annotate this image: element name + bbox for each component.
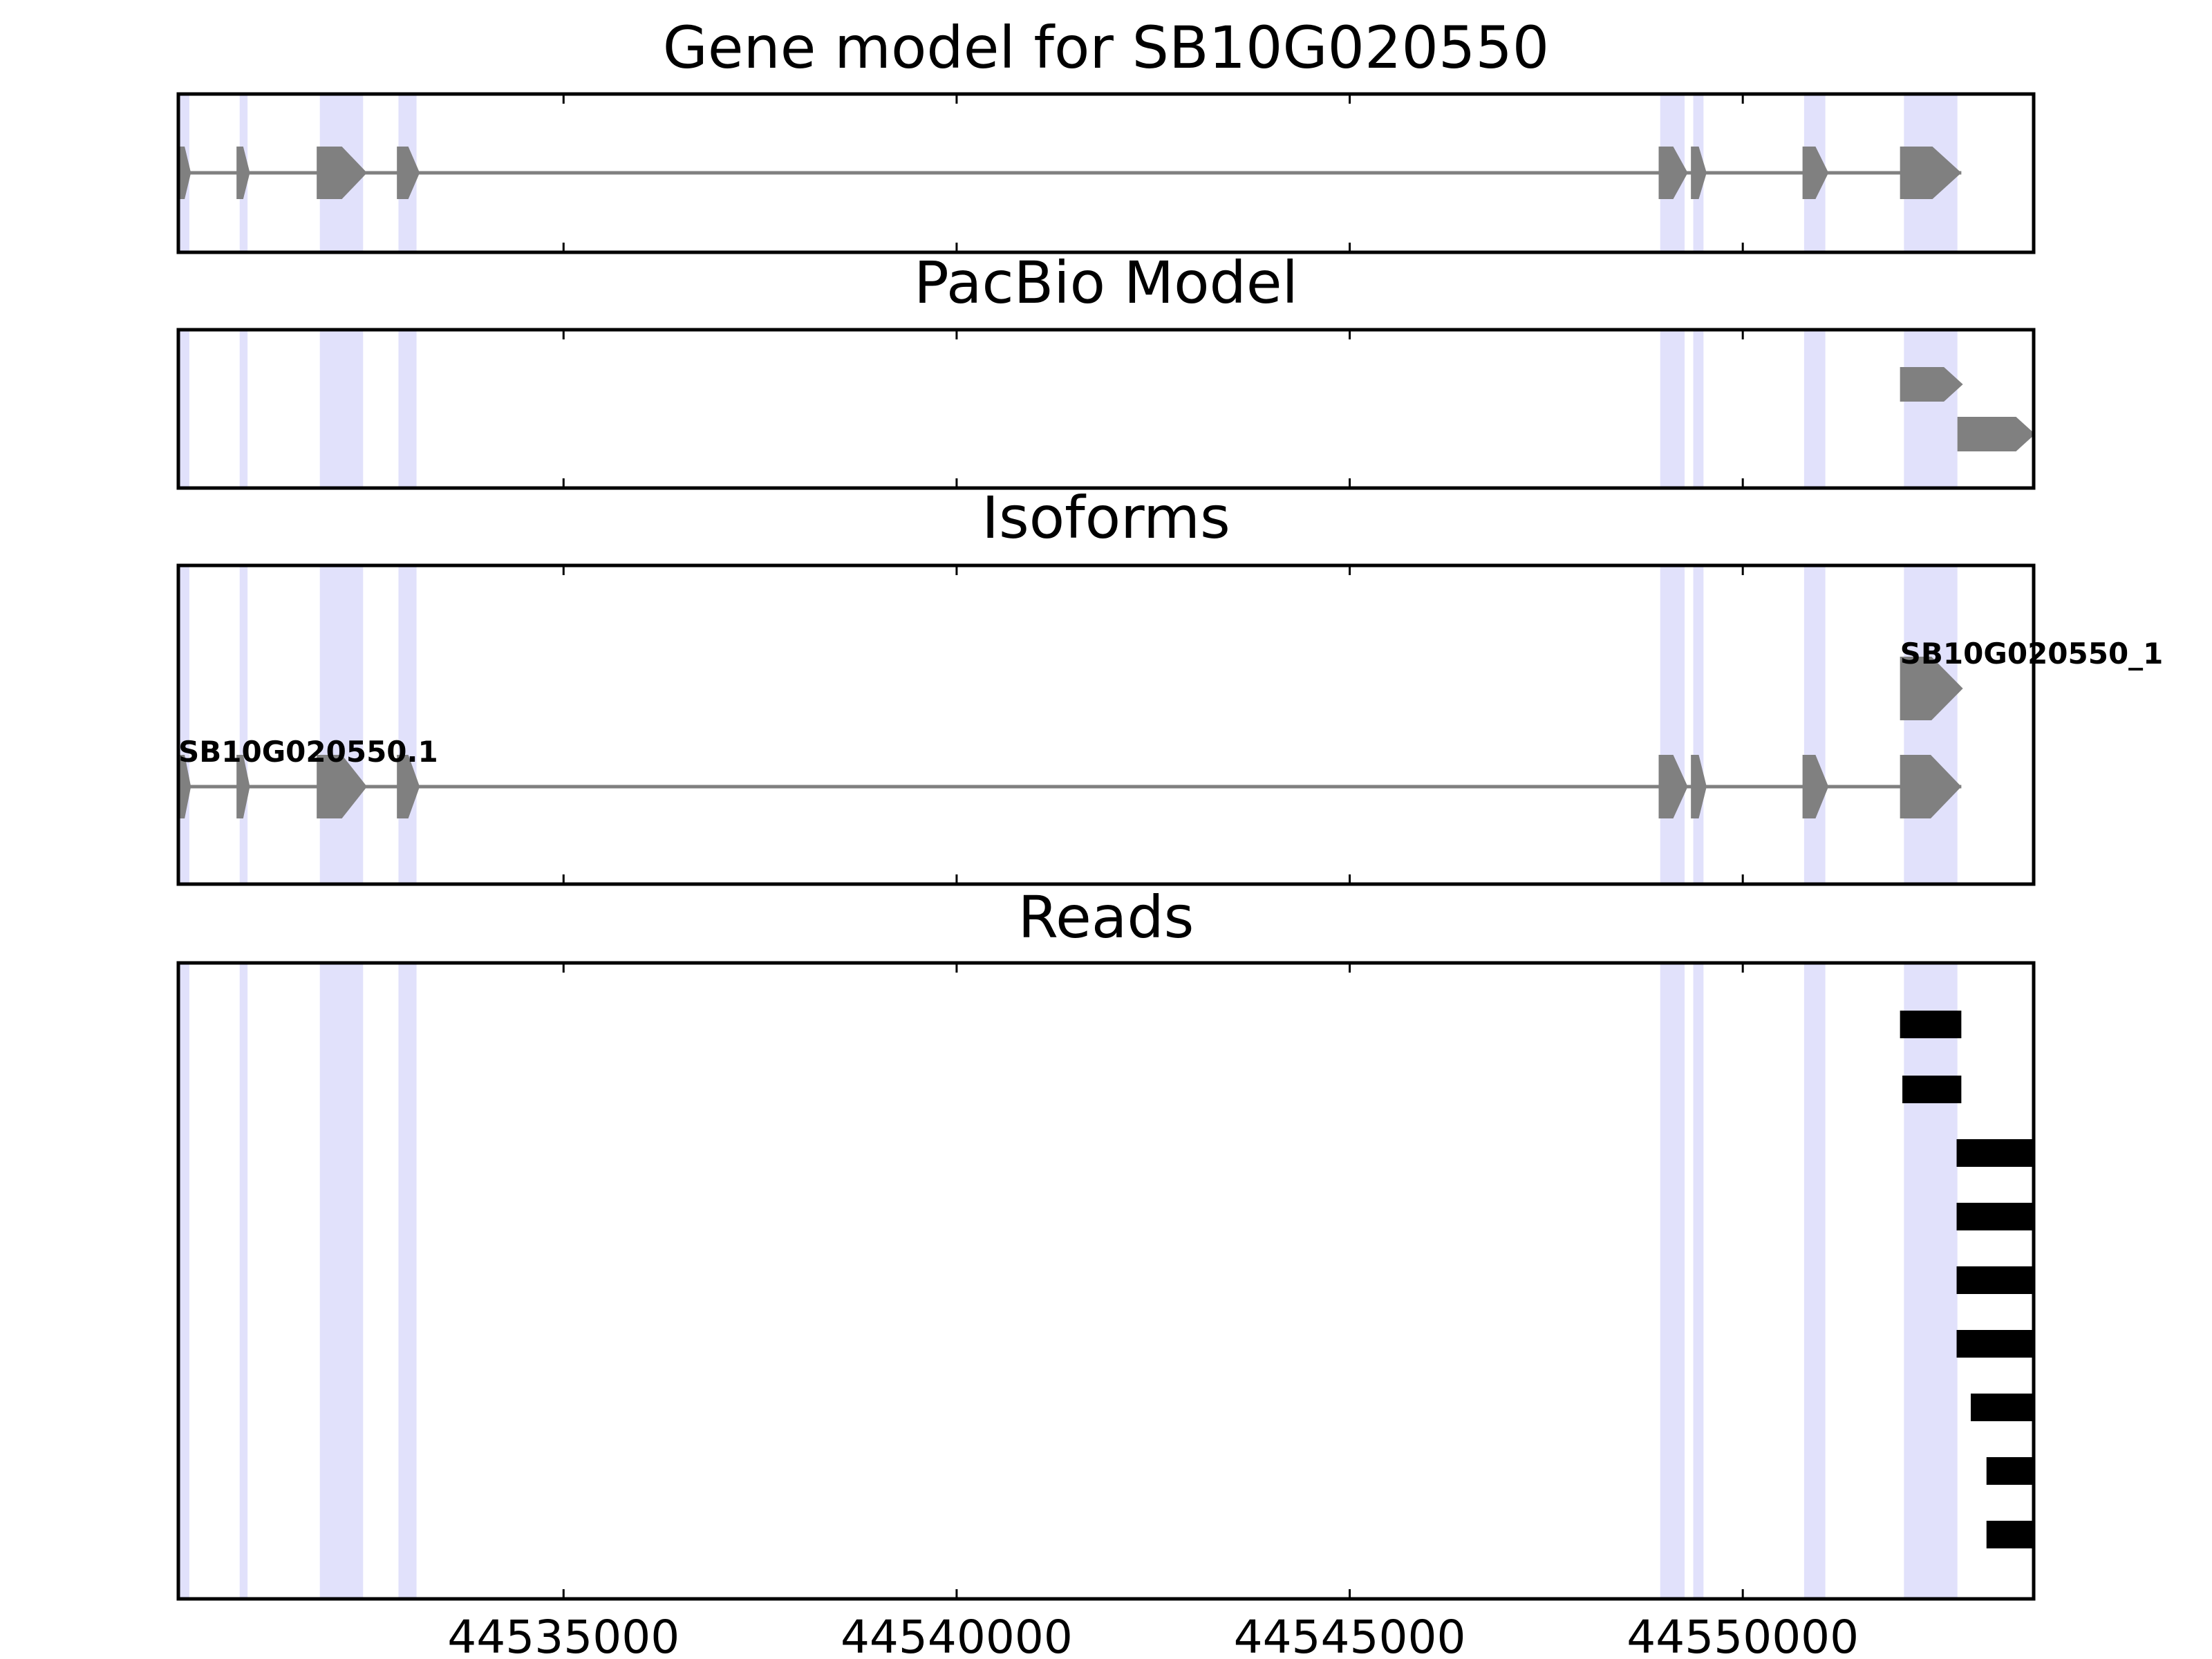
read-1 <box>1900 1011 1962 1038</box>
track-2-exon-1 <box>1957 417 2034 451</box>
exon-highlight-band-5 <box>1660 963 1685 1599</box>
exon-highlight-band-5 <box>1660 330 1685 488</box>
track-1-exon-1 <box>178 147 191 199</box>
exon-highlight-band-5 <box>1660 565 1685 884</box>
panel-4: Reads 44535000 44540000 44545000 44550000 <box>176 883 2036 1659</box>
read-4 <box>1956 1203 2034 1230</box>
exon-highlight-band-2 <box>239 963 248 1599</box>
track-2-exon-2 <box>236 755 250 818</box>
x-tick-label: 44550000 <box>1627 1611 1859 1659</box>
panel-2: PacBio Model <box>176 249 2036 490</box>
track-2-exon-6 <box>1691 755 1707 818</box>
exon-highlight-band-2 <box>239 565 248 884</box>
panel-frame <box>176 961 2036 1601</box>
track-2-exon-3 <box>317 755 367 818</box>
panel-frame <box>176 328 2036 490</box>
read-2 <box>1902 1076 1962 1103</box>
exon-highlight-band-6 <box>1693 963 1704 1599</box>
track-2-exon-8 <box>1900 755 1962 818</box>
track-2-exon-7 <box>1802 755 1829 818</box>
read-6 <box>1956 1330 2034 1358</box>
read-7 <box>1971 1394 2034 1421</box>
panel-plot-area <box>178 330 2034 488</box>
x-tick-label: 44540000 <box>841 1611 1073 1659</box>
track-1-exon-6 <box>1691 147 1707 199</box>
exon-highlight-band-1 <box>178 963 189 1599</box>
track-1-exon-7 <box>1802 147 1829 199</box>
panel-3: Isoforms SB10G020550_1 SB10G020550.1 <box>176 484 2164 886</box>
read-3 <box>1956 1139 2034 1167</box>
track-2-exon-5 <box>1658 755 1688 818</box>
track-1-exon-3 <box>317 147 367 199</box>
track-1-exon-5 <box>1658 147 1688 199</box>
read-9 <box>1986 1521 2034 1548</box>
panel-frame <box>176 563 2036 886</box>
read-5 <box>1956 1266 2034 1294</box>
exon-highlight-band-7 <box>1803 565 1826 884</box>
panel-plot-area <box>178 565 1963 884</box>
exon-highlight-band-2 <box>239 330 248 488</box>
panel-title: Gene model for SB10G020550 <box>663 14 1549 82</box>
track-1-exon-8 <box>1900 147 1962 199</box>
panel-title: PacBio Model <box>914 249 1298 317</box>
panels: Gene model for SB10G020550 PacBio Model Is… <box>176 14 2164 1659</box>
exon-highlight-band-7 <box>1803 330 1826 488</box>
track-2-exon-4 <box>397 755 420 818</box>
exon-highlight-band-6 <box>1693 565 1704 884</box>
exon-highlight-band-3 <box>319 565 364 884</box>
x-tick-label: 44545000 <box>1234 1611 1466 1659</box>
exon-highlight-band-3 <box>319 330 364 488</box>
track-1-exon-4 <box>397 147 420 199</box>
exon-highlight-band-8 <box>1904 963 1958 1599</box>
track-2-exon-1 <box>178 755 191 818</box>
exon-highlight-band-4 <box>398 330 417 488</box>
exon-highlight-band-8 <box>1904 330 1958 488</box>
isoform-label: SB10G020550.1 <box>178 735 438 769</box>
exon-highlight-band-3 <box>319 963 364 1599</box>
exon-highlight-band-7 <box>1803 963 1826 1599</box>
isoform-label: SB10G020550_1 <box>1900 637 2164 671</box>
read-8 <box>1986 1457 2034 1485</box>
exon-highlight-band-6 <box>1693 330 1704 488</box>
panel-1: Gene model for SB10G020550 <box>176 14 2036 254</box>
track-1-exon-2 <box>236 147 250 199</box>
panel-plot-area <box>178 94 1962 252</box>
panel-frame <box>176 92 2036 254</box>
panel-title: Reads <box>1018 883 1194 951</box>
panel-plot-area <box>178 963 2034 1599</box>
exon-highlight-band-4 <box>398 565 417 884</box>
track-1-exon-1 <box>1900 367 1963 402</box>
exon-highlight-band-8 <box>1904 565 1958 884</box>
panel-title: Isoforms <box>982 484 1230 552</box>
exon-highlight-band-4 <box>398 963 417 1599</box>
track-1-exon-1 <box>1900 657 1963 720</box>
exon-highlight-band-1 <box>178 330 189 488</box>
x-tick-label: 44535000 <box>447 1611 679 1659</box>
